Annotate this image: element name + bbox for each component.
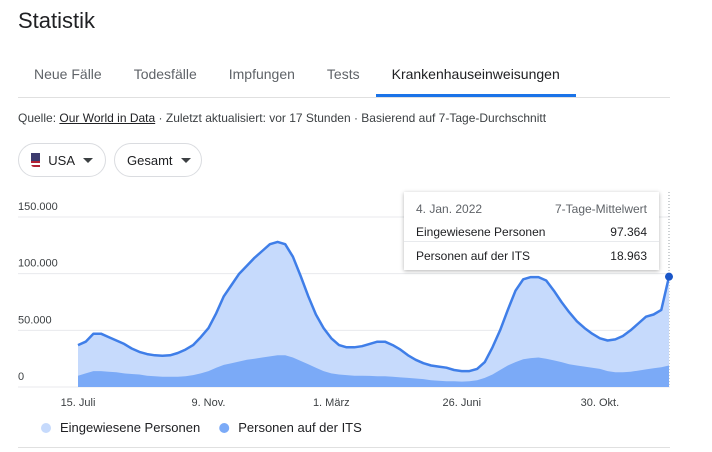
legend-label: Eingewiesene Personen: [60, 420, 200, 435]
tab[interactable]: Tests: [326, 66, 360, 82]
tooltip-name: Eingewiesene Personen: [416, 225, 546, 239]
source-prefix: Quelle:: [18, 111, 57, 125]
tooltip-name: Personen auf der ITS: [416, 249, 531, 263]
tooltip-date: 4. Jan. 2022: [416, 202, 483, 216]
x-tick-label: 26. Juni: [443, 397, 482, 409]
source-suffix: · Zuletzt aktualisiert: vor 17 Stunden ·…: [158, 111, 547, 125]
filter-label: Gesamt: [127, 152, 173, 168]
flag: [31, 153, 41, 167]
tooltip-value: 18.963: [610, 249, 647, 263]
y-tick-label: 100.000: [18, 258, 58, 270]
tab[interactable]: Neue Fälle: [34, 66, 102, 82]
y-tick-label: 50.000: [18, 314, 52, 326]
scope-filter[interactable]: Gesamt: [114, 143, 202, 177]
hover-dot: [665, 272, 673, 281]
divider: [18, 447, 670, 448]
country-filter[interactable]: USA: [18, 143, 106, 177]
legend-marker: [219, 423, 230, 433]
x-tick-label: 15. Juli: [61, 397, 96, 409]
title: Statistik: [18, 8, 96, 33]
tab-bar: Neue Fälle Todesfälle Impfungen Tests Kranke…: [18, 54, 670, 98]
tooltip-caption: 7-Tage-Mittelwert: [554, 202, 647, 216]
source-line: Quelle: Our World in Data · Zuletzt aktu…: [18, 111, 546, 125]
area: [78, 355, 669, 387]
area: [78, 241, 669, 387]
filter-label: USA: [48, 152, 75, 168]
tab[interactable]: Impfungen: [228, 66, 295, 82]
source-link[interactable]: Our World in Data: [59, 111, 156, 125]
caret: [180, 157, 191, 163]
tab[interactable]: Todesfälle: [133, 66, 197, 82]
y-tick-label: 0: [18, 371, 24, 383]
legend-marker: [41, 423, 51, 433]
y-tick-label: 150.000: [18, 201, 58, 213]
tooltip: 4. Jan. 2022 7-Tage-Mittelwert Eingewiese…: [404, 192, 659, 270]
legend-label: Personen auf der ITS: [238, 420, 362, 435]
caret: [83, 157, 93, 163]
tab[interactable]: Krankenhauseinweisungen: [375, 54, 576, 97]
x-tick-label: 1. März: [313, 397, 350, 409]
x-tick-label: 30. Okt.: [581, 397, 620, 409]
line: [77, 240, 671, 373]
x-tick-label: 9. Nov.: [191, 397, 225, 409]
tooltip-value: 97.364: [610, 225, 647, 239]
